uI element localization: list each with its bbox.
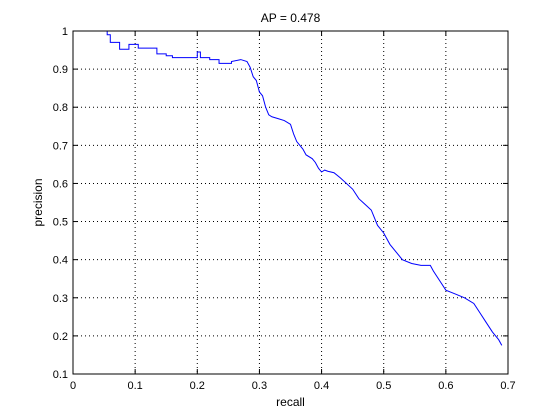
- x-axis-label: recall: [276, 395, 305, 409]
- ticks: [72, 30, 509, 375]
- x-tick-label: 0.7: [500, 380, 515, 392]
- plot-frame: [72, 30, 509, 375]
- y-tick-label: 0.8: [53, 102, 68, 114]
- x-tick-label: 0.5: [376, 380, 391, 392]
- x-tick-label: 0.1: [127, 380, 142, 392]
- y-tick-label: 0.1: [53, 369, 68, 381]
- tick-labels: 0 0.1 0.2 0.3 0.4 0.5 0.6 0.70.10.20.30.40.50.6…: [53, 26, 516, 392]
- y-tick-label: 0.6: [53, 178, 68, 190]
- x-tick-label: 0: [70, 380, 76, 392]
- y-tick-label: 0.4: [53, 255, 68, 267]
- y-tick-label: 0.9: [53, 64, 68, 76]
- x-tick-label: 0.6: [438, 380, 453, 392]
- y-axis-label: precision: [31, 178, 45, 226]
- grid: [73, 31, 508, 374]
- x-tick-label: 0.2: [190, 380, 205, 392]
- y-tick-label: 1: [62, 26, 68, 38]
- precision-recall-line: [106, 31, 503, 346]
- y-tick-label: 0.5: [53, 217, 68, 229]
- y-tick-label: 0.7: [53, 140, 68, 152]
- x-tick-label: 0.3: [252, 380, 267, 392]
- series-group: [106, 31, 503, 346]
- y-tick-label: 0.3: [53, 293, 68, 305]
- x-tick-label: 0.4: [314, 380, 329, 392]
- chart-title: AP = 0.478: [261, 11, 321, 25]
- y-tick-label: 0.2: [53, 331, 68, 343]
